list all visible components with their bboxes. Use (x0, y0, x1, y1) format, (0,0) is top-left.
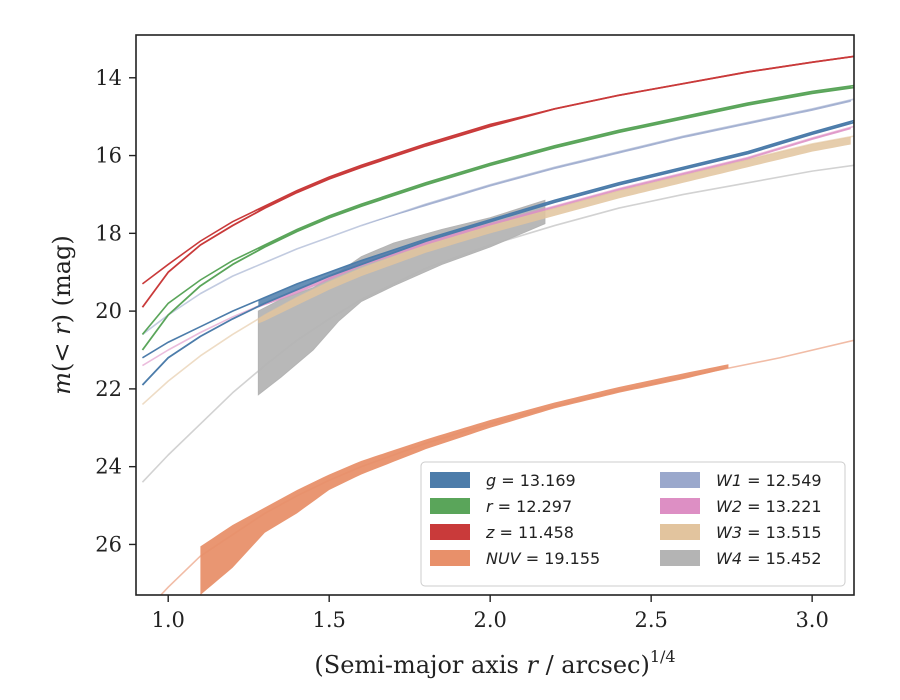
series-line-lower-r (141, 84, 854, 335)
legend-label-nuv: NUV = 19.155 (486, 549, 600, 568)
legend-label-g: g = 13.169 (486, 471, 576, 490)
legend-swatch-nuv (430, 550, 470, 566)
legend-swatch-g (430, 472, 470, 488)
y-tick-label: 20 (95, 299, 122, 323)
legend-swatch-w4 (660, 550, 700, 566)
x-tick-label: 1.0 (151, 608, 184, 632)
series-band-w2 (258, 127, 851, 308)
legend-label-w3: W3 = 13.515 (716, 523, 822, 542)
plot-area (141, 55, 854, 595)
legend-label-r: r = 12.297 (486, 497, 572, 516)
y-axis-label: m(< r) (mag) (48, 235, 76, 395)
plot-frame (135, 34, 855, 596)
y-axis: 14 16 18 20 22 24 26 (95, 66, 136, 556)
series-band-w1 (258, 99, 851, 266)
y-tick-label: 18 (95, 221, 122, 245)
x-tick-label: 3.0 (795, 608, 828, 632)
series-band-z (258, 56, 851, 212)
series-band-w3 (258, 136, 851, 324)
legend-swatch-w2 (660, 498, 700, 514)
x-axis-label: (Semi-major axis r / arcsec)1/4 (314, 647, 675, 679)
x-tick-label: 2.0 (473, 608, 506, 632)
series-line-lower-z (141, 55, 854, 285)
legend-label-z: z = 11.458 (485, 523, 574, 542)
x-tick-label: 2.5 (634, 608, 667, 632)
legend: g = 13.169 r = 12.297 z = 11.458 NUV = 19.1… (420, 461, 846, 587)
series-line-nuv (159, 339, 854, 595)
y-tick-label: 22 (95, 377, 122, 401)
legend-swatch-z (430, 524, 470, 540)
series-line-w4 (141, 164, 854, 483)
y-tick-label: 26 (95, 532, 122, 556)
legend-frame (420, 461, 846, 587)
legend-label-w1: W1 = 12.549 (716, 471, 822, 490)
y-tick-label: 14 (95, 66, 122, 90)
legend-swatch-w1 (660, 472, 700, 488)
series-line-w1 (141, 98, 854, 336)
series-line-lower-g (142, 119, 854, 359)
legend-swatch-w3 (660, 524, 700, 540)
x-axis: 1.0 1.5 2.0 2.5 3.0 (151, 595, 829, 632)
y-tick-label: 16 (95, 144, 122, 168)
legend-label-w4: W4 = 15.452 (716, 549, 822, 568)
series-line-g (141, 121, 854, 386)
x-tick-label: 1.5 (312, 608, 345, 632)
legend-label-w2: W2 = 13.221 (716, 497, 822, 516)
y-tick-label: 24 (95, 455, 122, 479)
series-line-r (141, 86, 854, 351)
legend-swatch-r (430, 498, 470, 514)
